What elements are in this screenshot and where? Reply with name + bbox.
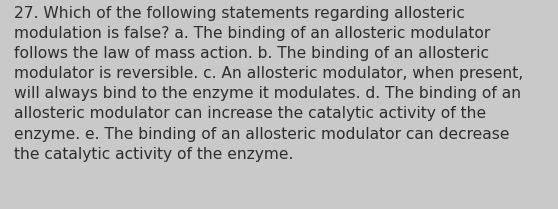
Text: 27. Which of the following statements regarding allosteric
modulation is false? : 27. Which of the following statements re… <box>14 6 523 162</box>
